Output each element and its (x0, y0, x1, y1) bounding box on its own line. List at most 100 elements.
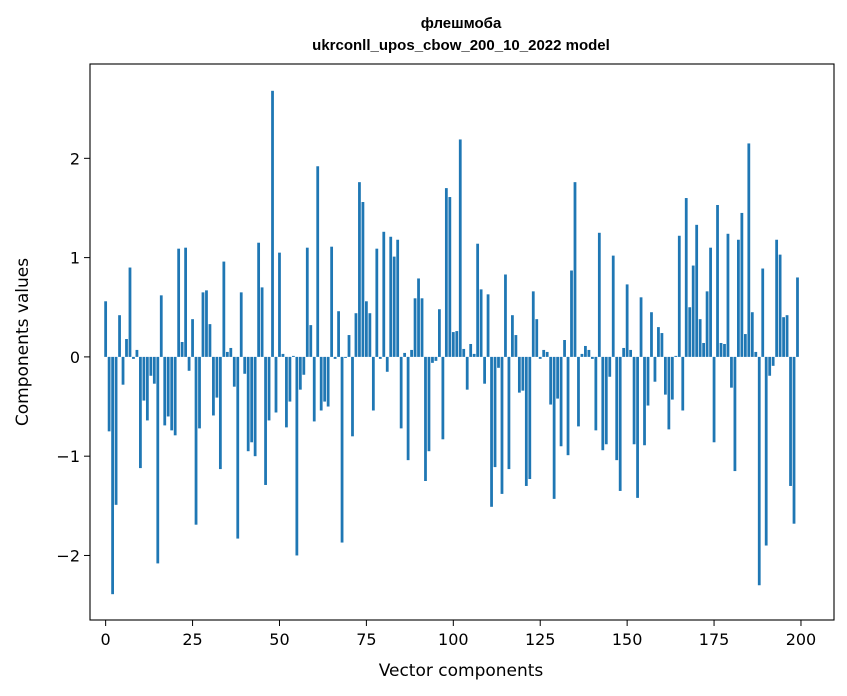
bar (184, 247, 187, 357)
bar (670, 356, 674, 400)
bar (601, 356, 605, 451)
bar (243, 356, 247, 374)
x-tick-label: 200 (786, 630, 817, 649)
bar (584, 345, 587, 357)
bar (712, 356, 716, 443)
bar (653, 356, 657, 382)
bar (785, 315, 789, 357)
bar (789, 356, 792, 486)
bar (118, 315, 121, 357)
bar (291, 355, 295, 357)
bar (434, 356, 438, 361)
bar (622, 347, 626, 357)
bar (424, 356, 427, 481)
bar (319, 356, 323, 411)
bar (462, 348, 466, 357)
bar (288, 356, 292, 402)
bar (737, 239, 740, 357)
bar (399, 356, 403, 429)
bar (330, 246, 334, 357)
bar (587, 349, 591, 357)
bar (396, 239, 400, 357)
bar (239, 292, 243, 357)
bar (577, 356, 580, 427)
bar (778, 254, 782, 357)
bar (524, 356, 528, 486)
bar (681, 356, 685, 411)
chart-subtitle: ukrconll_upos_cbow_200_10_2022 model (312, 37, 610, 54)
bar (361, 202, 365, 357)
bar (458, 139, 462, 357)
bar (198, 356, 201, 429)
bar (274, 356, 278, 413)
bar (177, 248, 181, 357)
bar (716, 204, 719, 357)
bar (490, 356, 493, 507)
bar (278, 252, 281, 357)
bar (302, 356, 306, 375)
plot-frame (89, 63, 835, 621)
bar (149, 356, 153, 376)
bar (187, 356, 191, 371)
bar (594, 356, 598, 431)
bar (145, 356, 149, 421)
x-tick-label: 100 (438, 630, 469, 649)
bar (365, 301, 368, 357)
bar (695, 224, 699, 357)
bar (260, 287, 264, 357)
bar (625, 284, 629, 357)
bar (323, 356, 327, 402)
bar (535, 319, 539, 357)
bar (316, 166, 320, 357)
bar (743, 334, 747, 357)
bar (771, 356, 775, 366)
bar (107, 356, 111, 432)
bar (629, 349, 633, 357)
bar (639, 297, 643, 357)
bar (733, 356, 737, 472)
bar (201, 292, 205, 357)
bar (580, 353, 584, 357)
bar (472, 353, 476, 357)
bar (608, 356, 612, 377)
bar (312, 356, 316, 422)
bar (768, 356, 772, 376)
bar (285, 356, 288, 428)
bar (646, 356, 650, 406)
bar (702, 342, 706, 357)
bar (389, 236, 393, 357)
bar (660, 333, 664, 357)
bar (295, 356, 299, 556)
bar (250, 356, 254, 443)
bar (448, 197, 452, 357)
y-tick-label: 1 (70, 249, 80, 268)
bar (674, 355, 678, 357)
bar (159, 295, 163, 357)
bar (521, 356, 525, 391)
bar (132, 356, 135, 359)
bar (344, 356, 347, 358)
bar (114, 356, 118, 505)
bar (531, 291, 535, 357)
bar (667, 356, 671, 430)
bar (385, 356, 389, 372)
bar (121, 356, 125, 385)
bar (406, 356, 410, 461)
bar (139, 356, 142, 469)
bar (281, 353, 285, 357)
bar (775, 239, 779, 357)
bar (215, 356, 219, 398)
bar (615, 356, 619, 461)
bar (267, 356, 271, 421)
bar (333, 356, 337, 359)
bar (483, 356, 486, 384)
bar (337, 311, 340, 357)
bar (754, 351, 758, 357)
x-axis-label: Vector components (379, 661, 544, 681)
y-tick-label: 2 (70, 149, 80, 168)
bar (229, 347, 233, 357)
bar (761, 268, 765, 357)
bar (757, 356, 761, 586)
x-tick-label: 75 (356, 630, 376, 649)
